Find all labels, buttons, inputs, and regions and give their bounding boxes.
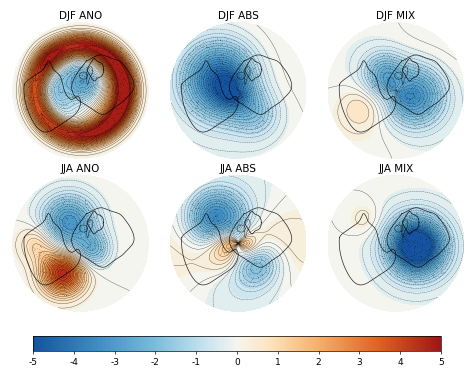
Title: DJF MIX: DJF MIX [376,12,415,22]
Title: DJF ABS: DJF ABS [218,12,259,22]
Title: JJA MIX: JJA MIX [378,164,413,174]
Title: JJA ANO: JJA ANO [61,164,100,174]
Title: JJA ABS: JJA ABS [219,164,257,174]
Title: DJF ANO: DJF ANO [59,12,102,22]
